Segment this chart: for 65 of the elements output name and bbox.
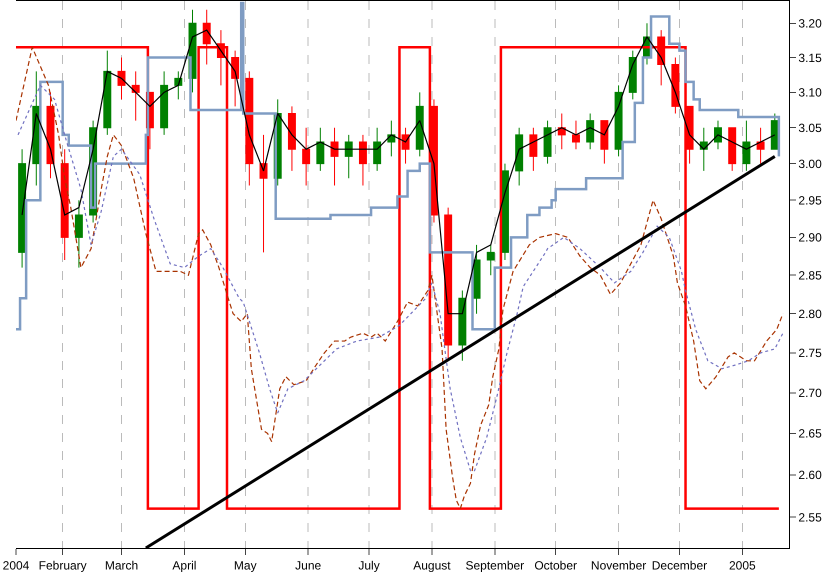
candlestick [344, 134, 353, 179]
x-tick-label: October [534, 558, 578, 572]
candlestick [515, 127, 524, 186]
candlestick [74, 200, 83, 268]
y-tick-label: 3.15 [798, 50, 822, 65]
x-tick-label: 2005 [728, 558, 756, 572]
x-tick-label: May [234, 558, 257, 572]
y-tick-label: 2.85 [798, 268, 822, 282]
candlestick [486, 244, 495, 276]
candlestick [260, 134, 268, 253]
x-tick-label: March [104, 558, 138, 572]
y-tick-label: 2.80 [798, 306, 822, 321]
y-tick-label: 3.10 [798, 86, 822, 100]
y-tick-label: 3.20 [798, 16, 822, 31]
candlestick [544, 120, 552, 164]
x-tick-label: 2004 [2, 558, 30, 572]
y-tick-label: 2.90 [798, 230, 822, 245]
candlestick [245, 70, 254, 186]
candlestick [728, 127, 736, 172]
candlestick [671, 57, 680, 114]
x-tick-label: June [295, 558, 322, 572]
x-tick-label: April [172, 558, 196, 572]
candlestick [614, 84, 623, 157]
x-tick-label: February [38, 558, 87, 572]
candlestick [529, 127, 538, 172]
y-tick-label: 2.60 [798, 468, 822, 482]
candlestick [558, 113, 566, 150]
candlestick [103, 50, 112, 136]
line-series [17, 84, 784, 472]
candlestick [302, 127, 310, 186]
candlestick [373, 127, 382, 172]
candlestick [742, 120, 750, 172]
x-tick-label: December [652, 558, 708, 572]
y-tick-label: 2.70 [798, 386, 822, 400]
x-tick-label: September [465, 558, 524, 572]
y-tick-label: 3.00 [798, 156, 822, 171]
candlestick [132, 70, 140, 122]
candlestick [118, 57, 126, 100]
y-tick-label: 2.55 [798, 510, 822, 524]
candlestick [18, 148, 26, 268]
x-tick-label: July [358, 558, 380, 572]
candlestick [756, 127, 765, 164]
candlestick [46, 92, 54, 179]
candlestick [628, 50, 637, 100]
candlestick [288, 106, 296, 172]
candlestick [160, 70, 168, 136]
x-tick-label: November [590, 558, 646, 572]
candlestick [60, 148, 69, 260]
y-tick-label: 3.05 [798, 120, 822, 135]
candlestick [330, 127, 339, 186]
y-tick-label: 2.75 [798, 346, 822, 360]
candlestick [416, 92, 424, 157]
candlestick [714, 120, 722, 150]
candlestick [358, 134, 367, 186]
y-tick-label: 2.65 [798, 426, 822, 441]
candlestick [316, 127, 324, 172]
y-tick-label: 2.95 [798, 193, 822, 208]
candlestick [231, 50, 240, 107]
candlestick [402, 127, 410, 164]
x-tick-label: August [413, 558, 452, 572]
candlestick [600, 120, 608, 164]
candlestick [586, 113, 594, 150]
candlestick [458, 290, 466, 362]
candlestick [572, 120, 580, 150]
candlestick [444, 207, 452, 362]
